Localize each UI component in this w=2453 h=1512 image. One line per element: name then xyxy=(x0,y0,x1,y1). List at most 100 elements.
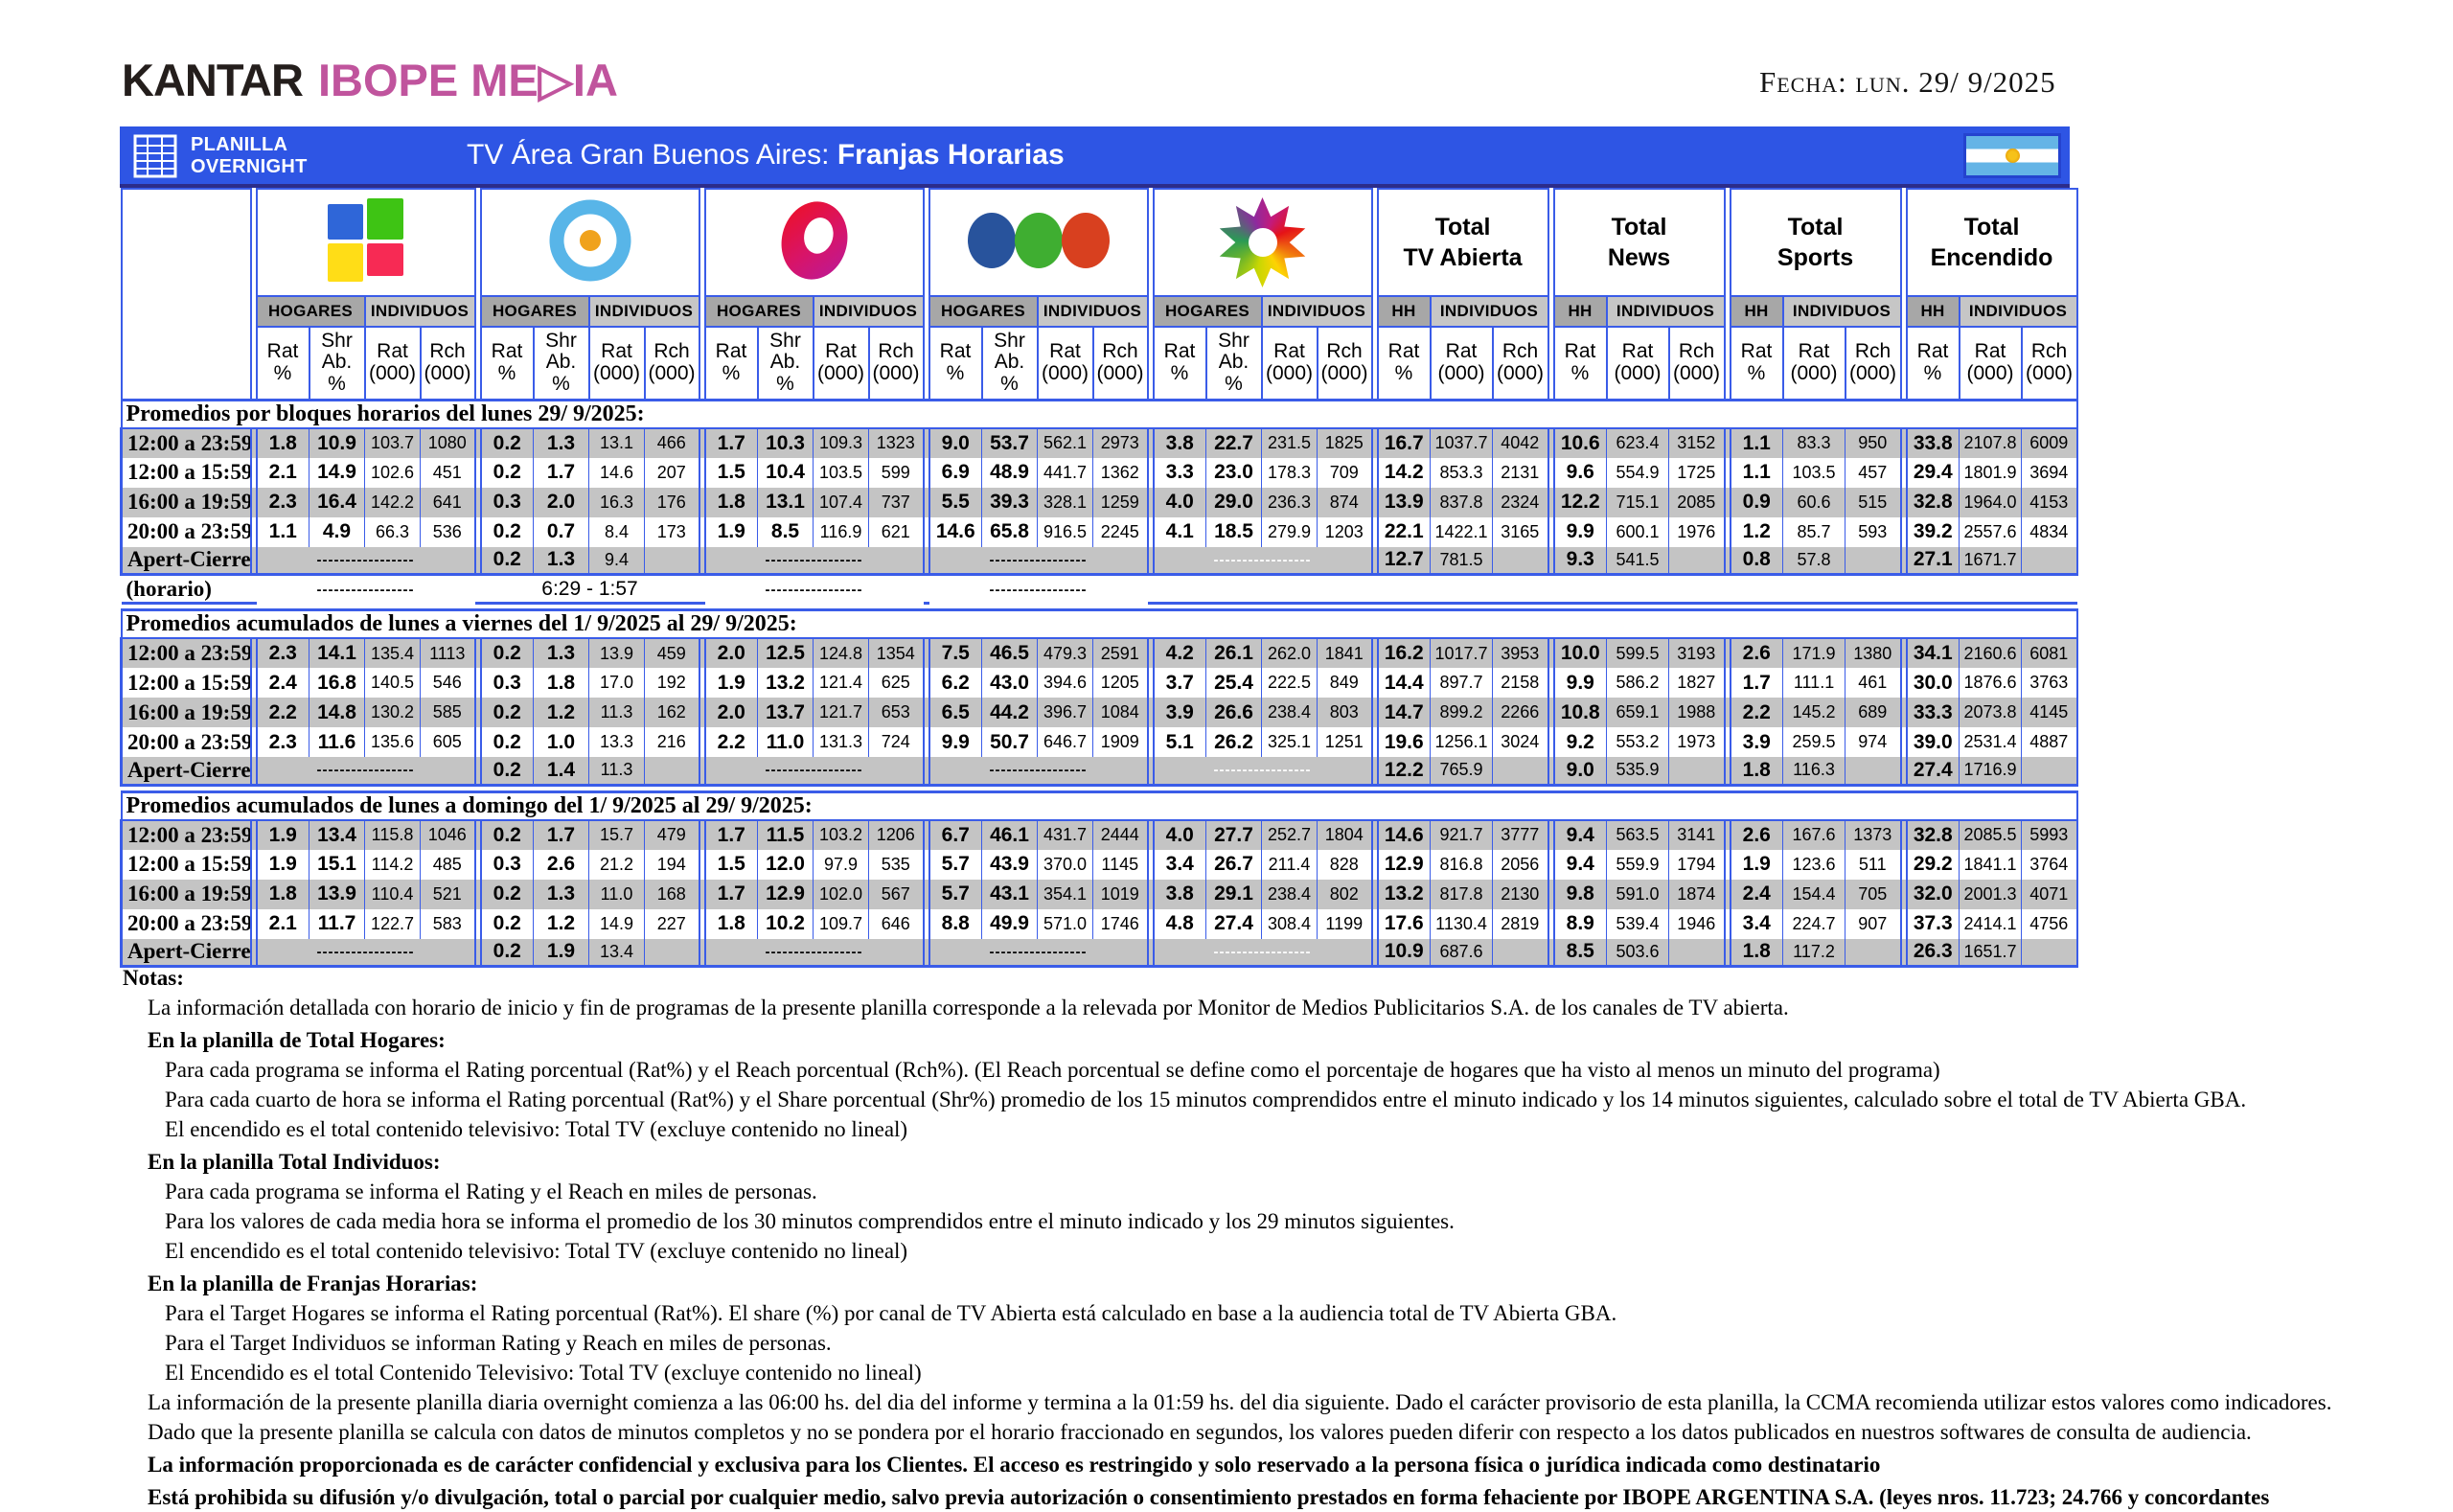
value-cell: 1080 xyxy=(420,427,476,458)
col-header-shr: Shr Ab. % xyxy=(980,326,1039,401)
value-cell: 3165 xyxy=(1491,516,1549,547)
el-trece-logo xyxy=(1152,188,1373,297)
note-line: La información de la presente planilla d… xyxy=(148,1390,2332,1414)
value-cell: 1.3 xyxy=(533,879,589,909)
value-cell: 1.1 xyxy=(1729,457,1784,488)
value-cell: 29.0 xyxy=(1205,487,1262,517)
value-cell: 1.3 xyxy=(533,546,589,576)
group-gap xyxy=(1147,819,1154,850)
empty-cell xyxy=(1730,574,1901,605)
note-line: La información detallada con horario de … xyxy=(148,996,1789,1019)
value-cell: 737 xyxy=(868,487,925,517)
table-row: 12:00 a 15:59 1.9 15.1 114.2 485 0.3 2.6 21.2 19… xyxy=(120,849,2078,880)
value-cell: 2107.8 xyxy=(1959,427,2023,458)
value-cell: 238.4 xyxy=(1261,698,1318,727)
subheader-hh: HH xyxy=(1729,295,1784,328)
value-cell: 1827 xyxy=(1668,668,1726,698)
value-cell: 3953 xyxy=(1491,638,1549,668)
value-cell: 0.2 xyxy=(479,879,534,909)
value-cell: 2.2 xyxy=(703,727,758,757)
group-gap xyxy=(1724,574,1731,605)
group-gap xyxy=(1900,698,1907,727)
value-cell: 1.2 xyxy=(533,698,589,727)
value-cell: 1.8 xyxy=(703,908,758,939)
value-cell: 33.8 xyxy=(1905,427,1960,458)
value-cell: 1362 xyxy=(1092,457,1149,488)
no-data-dashes: ----------------- xyxy=(704,574,924,604)
value-cell: 2.1 xyxy=(255,908,309,939)
no-data-dashes: ----------------- xyxy=(703,938,925,968)
value-cell: 583 xyxy=(420,908,476,939)
col-header-rat-pct: Rat % xyxy=(479,326,535,401)
group-gap xyxy=(250,757,257,787)
value-cell: 1203 xyxy=(1317,516,1373,547)
group-gap xyxy=(699,727,705,757)
no-data-dashes: ----------------- xyxy=(1152,938,1373,968)
value-cell: 227 xyxy=(644,908,700,939)
value-cell: 1.1 xyxy=(255,516,309,547)
group-gap xyxy=(1371,574,1378,605)
value-cell: 1.1 xyxy=(1729,427,1784,458)
group-gap xyxy=(474,727,481,757)
value-cell: 715.1 xyxy=(1606,487,1670,517)
subheader-individuos: INDIVIDUOS xyxy=(1605,295,1726,328)
value-cell: 13.9 xyxy=(309,879,365,909)
note-line: El Encendido es el total Contenido Telev… xyxy=(165,1361,922,1385)
value-cell: 1.9 xyxy=(1729,849,1784,880)
value-cell: 0.2 xyxy=(479,546,534,576)
value-cell: 1801.9 xyxy=(1959,457,2023,488)
group-gap xyxy=(250,427,257,458)
no-data-dashes: ----------------- xyxy=(256,574,475,604)
value-cell: 231.5 xyxy=(1261,427,1318,458)
value-cell: 600.1 xyxy=(1606,516,1670,547)
group-gap xyxy=(1547,938,1554,968)
value-cell: 536 xyxy=(420,516,476,547)
value-cell: 46.1 xyxy=(981,819,1038,850)
group-gap xyxy=(474,668,481,698)
value-cell: 15.7 xyxy=(588,819,645,850)
table-row: 16:00 a 19:59 2.3 16.4 142.2 641 0.3 2.0 16.3 17… xyxy=(120,487,2078,517)
value-cell xyxy=(1845,938,1902,968)
subheader-individuos: INDIVIDUOS xyxy=(1036,295,1149,328)
value-cell: 2.0 xyxy=(703,698,758,727)
group-gap xyxy=(699,546,705,576)
value-cell: 6.2 xyxy=(928,668,982,698)
row-label: 12:00 a 23:59 xyxy=(120,819,252,850)
value-cell: 11.0 xyxy=(588,879,645,909)
value-cell: 6081 xyxy=(2021,638,2078,668)
value-cell: 123.6 xyxy=(1782,849,1846,880)
value-cell: 621 xyxy=(868,516,925,547)
value-cell: 103.7 xyxy=(364,427,421,458)
group-gap xyxy=(1547,698,1554,727)
value-cell: 571.0 xyxy=(1037,908,1093,939)
note-line: Para los valores de cada media hora se i… xyxy=(165,1209,1455,1233)
col-header-rat-pct: Rat % xyxy=(1552,326,1608,401)
value-cell: 15.1 xyxy=(309,849,365,880)
value-cell: 13.2 xyxy=(1376,879,1431,909)
row-label: 16:00 a 19:59 xyxy=(120,698,252,727)
group-gap xyxy=(1724,546,1731,576)
group-gap xyxy=(1900,879,1907,909)
value-cell: 907 xyxy=(1845,908,1902,939)
value-cell: 585 xyxy=(420,698,476,727)
group-gap xyxy=(250,819,257,850)
value-cell: 117.2 xyxy=(1782,938,1846,968)
value-cell: 3.8 xyxy=(1152,427,1206,458)
value-cell: 16.7 xyxy=(1376,427,1431,458)
value-cell: 167.6 xyxy=(1782,819,1846,850)
value-cell: 2.4 xyxy=(1729,879,1784,909)
group-gap xyxy=(1900,487,1907,517)
group-gap xyxy=(699,574,705,605)
value-cell: 1.7 xyxy=(703,879,758,909)
value-cell: 29.2 xyxy=(1905,849,1960,880)
value-cell: 2131 xyxy=(1491,457,1549,488)
value-cell: 1084 xyxy=(1092,698,1149,727)
value-cell: 16.8 xyxy=(309,668,365,698)
group-gap xyxy=(1147,516,1154,547)
col-header-rat000: Rat (000) xyxy=(587,326,646,401)
value-cell: 115.8 xyxy=(364,819,421,850)
value-cell: 3.4 xyxy=(1729,908,1784,939)
value-cell: 837.8 xyxy=(1430,487,1493,517)
col-header-shr: Shr Ab. % xyxy=(1204,326,1263,401)
group-gap xyxy=(1147,757,1154,787)
